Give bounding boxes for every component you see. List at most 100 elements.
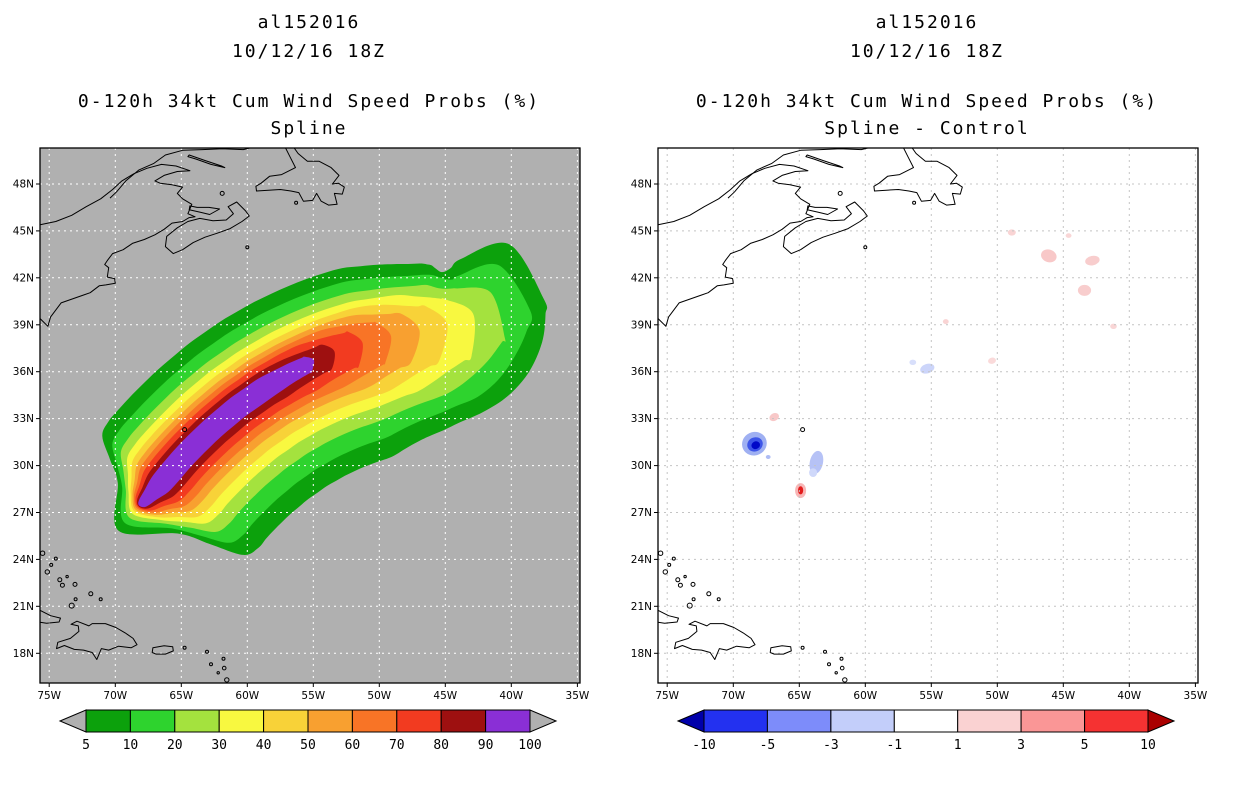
colorbar-label: 100 xyxy=(518,738,541,753)
lon-label: 65W xyxy=(787,690,811,702)
island xyxy=(716,597,721,602)
coastline xyxy=(188,205,221,215)
lat-label: 39N xyxy=(631,319,652,331)
colorbar-label: 30 xyxy=(211,738,227,753)
island xyxy=(837,190,843,196)
plot-subtitle: Spline xyxy=(270,118,348,139)
lon-label: 65W xyxy=(169,690,193,702)
island xyxy=(839,656,844,661)
map-frame xyxy=(39,147,581,684)
lon-label: 35W xyxy=(566,690,590,702)
island xyxy=(662,569,668,575)
colorbar-cell xyxy=(1084,709,1149,733)
difference-cell xyxy=(1007,229,1016,236)
lat-label: 21N xyxy=(631,601,652,613)
lat-label: 42N xyxy=(13,272,34,284)
lat-label: 27N xyxy=(631,507,652,519)
lon-label: 55W xyxy=(301,690,325,702)
lat-label: 27N xyxy=(13,507,34,519)
coastline xyxy=(727,148,870,199)
colorbar-cell xyxy=(351,709,398,733)
lat-label: 21N xyxy=(13,601,34,613)
lon-label: 75W xyxy=(655,690,679,702)
island xyxy=(800,427,806,433)
coastline xyxy=(806,205,839,215)
difference-cell xyxy=(809,450,824,474)
coastline xyxy=(658,163,814,327)
island xyxy=(294,200,299,205)
colorbar-left-arrow xyxy=(676,709,705,733)
island xyxy=(827,662,831,667)
map-background xyxy=(658,148,1198,683)
plot-title: 0-120h 34kt Cum Wind Speed Probs (%) xyxy=(77,91,541,112)
lat-label: 33N xyxy=(13,413,34,425)
colorbar-cell xyxy=(307,709,353,733)
coastline xyxy=(658,609,679,624)
difference-cell xyxy=(909,359,917,365)
lon-label: 70W xyxy=(103,690,127,702)
lon-label: 55W xyxy=(919,690,943,702)
island xyxy=(44,569,50,575)
init-time: 10/12/16 18Z xyxy=(849,41,1005,62)
lon-label: 35W xyxy=(1184,690,1208,702)
lat-label: 36N xyxy=(631,366,652,378)
colorbar-label: 80 xyxy=(433,738,449,753)
island xyxy=(98,597,103,602)
difference-cell xyxy=(798,486,804,495)
island xyxy=(53,556,58,561)
colorbar-cell xyxy=(893,709,959,733)
lat-label: 45N xyxy=(13,225,34,237)
lon-label: 45W xyxy=(433,690,457,702)
wind-prob-region-90 xyxy=(138,356,315,508)
island xyxy=(675,577,681,583)
colorbar-right-arrow xyxy=(1147,709,1176,733)
coastline xyxy=(40,163,196,327)
lon-label: 45W xyxy=(1051,690,1075,702)
lat-label: 36N xyxy=(13,366,34,378)
difference-cell xyxy=(988,357,996,364)
island xyxy=(182,427,188,433)
lat-label: 33N xyxy=(631,413,652,425)
title-spacer xyxy=(0,66,618,88)
colorbar-label: 3 xyxy=(1017,738,1025,753)
colorbar-left-arrow xyxy=(58,709,87,733)
island xyxy=(221,665,227,671)
plot-title: 0-120h 34kt Cum Wind Speed Probs (%) xyxy=(695,91,1159,112)
wind-prob-map-difference: 75W 70W 65W 60W 55W 50W 45W 40W 35W 18N 21N 24N 27N 3… xyxy=(631,147,1208,753)
island xyxy=(182,645,187,650)
coastline xyxy=(187,154,226,169)
difference-cell xyxy=(751,441,760,450)
difference-cell xyxy=(765,455,771,459)
lat-label: 48N xyxy=(13,179,34,191)
difference-cell xyxy=(769,413,780,422)
colorbar-label: 10 xyxy=(123,738,139,753)
lat-label: 45N xyxy=(631,225,652,237)
colorbar-label: 5 xyxy=(82,738,90,753)
init-time: 10/12/16 18Z xyxy=(231,41,387,62)
colorbar-label: -3 xyxy=(823,738,839,753)
colorbar-label: 20 xyxy=(167,738,183,753)
coastline xyxy=(40,609,61,624)
panel-spline-minus-control: al152016 10/12/16 18Z 0-120h 34kt Cum Wi… xyxy=(618,0,1236,760)
coastline xyxy=(805,154,844,169)
lat-label: 30N xyxy=(631,460,652,472)
island xyxy=(216,671,220,675)
lat-label: 24N xyxy=(631,554,652,566)
colorbar-label: -10 xyxy=(692,738,715,753)
lon-label: 40W xyxy=(499,690,523,702)
island xyxy=(219,190,225,196)
lon-label: 60W xyxy=(235,690,259,702)
panel-spline: al152016 10/12/16 18Z 0-120h 34kt Cum Wi… xyxy=(0,0,618,760)
coastline xyxy=(255,148,345,206)
colorbar-cell xyxy=(485,709,531,733)
coastline xyxy=(56,620,138,660)
lon-label: 50W xyxy=(367,690,391,702)
colorbar-label: 5 xyxy=(1081,738,1089,753)
island xyxy=(839,665,845,671)
colorbar-cell xyxy=(129,709,176,733)
island xyxy=(686,602,693,609)
lat-label: 18N xyxy=(13,648,34,660)
storm-id: al152016 xyxy=(875,12,979,33)
difference-cell xyxy=(1085,255,1100,266)
lat-label: 48N xyxy=(631,179,652,191)
